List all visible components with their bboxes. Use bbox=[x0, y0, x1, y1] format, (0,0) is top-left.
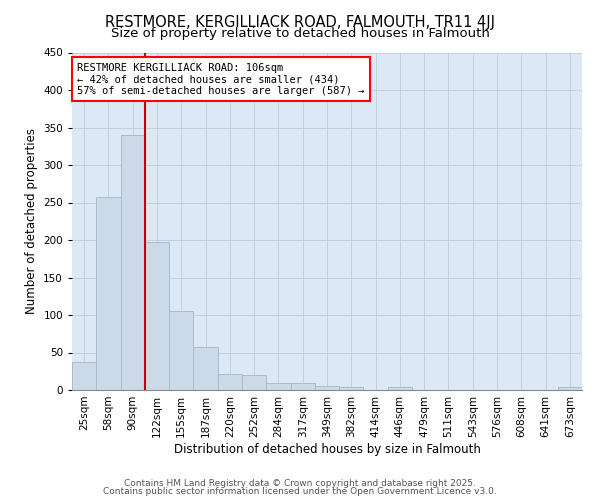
Bar bbox=[193, 347, 218, 390]
Text: Contains HM Land Registry data © Crown copyright and database right 2025.: Contains HM Land Registry data © Crown c… bbox=[124, 478, 476, 488]
Bar bbox=[266, 383, 290, 390]
Bar bbox=[290, 383, 315, 390]
Text: RESTMORE KERGILLIACK ROAD: 106sqm
← 42% of detached houses are smaller (434)
57%: RESTMORE KERGILLIACK ROAD: 106sqm ← 42% … bbox=[77, 62, 365, 96]
Bar bbox=[218, 374, 242, 390]
Bar bbox=[169, 311, 193, 390]
Y-axis label: Number of detached properties: Number of detached properties bbox=[25, 128, 38, 314]
Text: Contains public sector information licensed under the Open Government Licence v3: Contains public sector information licen… bbox=[103, 487, 497, 496]
Bar bbox=[388, 387, 412, 390]
Bar bbox=[145, 242, 169, 390]
Bar bbox=[121, 135, 145, 390]
X-axis label: Distribution of detached houses by size in Falmouth: Distribution of detached houses by size … bbox=[173, 442, 481, 456]
Bar bbox=[96, 197, 121, 390]
Bar bbox=[242, 375, 266, 390]
Bar bbox=[72, 362, 96, 390]
Bar bbox=[315, 386, 339, 390]
Text: Size of property relative to detached houses in Falmouth: Size of property relative to detached ho… bbox=[110, 28, 490, 40]
Bar bbox=[558, 387, 582, 390]
Bar bbox=[339, 387, 364, 390]
Text: RESTMORE, KERGILLIACK ROAD, FALMOUTH, TR11 4JJ: RESTMORE, KERGILLIACK ROAD, FALMOUTH, TR… bbox=[105, 15, 495, 30]
